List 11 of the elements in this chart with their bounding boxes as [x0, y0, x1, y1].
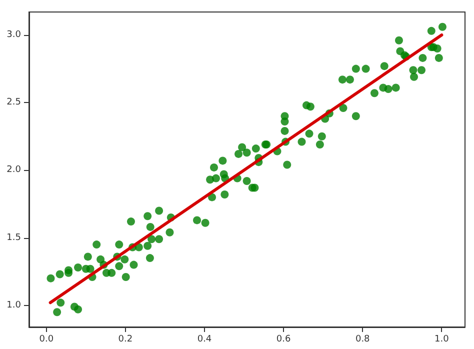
- y-tick-label: 2.0: [6, 165, 22, 176]
- x-tick-label: 1.0: [434, 334, 450, 344]
- x-tick-label: 0.2: [118, 334, 133, 344]
- y-tick-label: 1.5: [6, 232, 21, 243]
- y-tick-label: 3.0: [6, 30, 22, 40]
- x-tick-label: 0.0: [39, 334, 54, 344]
- x-tick-label: 0.4: [197, 334, 212, 344]
- x-tick-label: 0.6: [276, 334, 291, 344]
- y-tick-label: 2.5: [6, 98, 21, 108]
- y-tick-label: 1.0: [6, 300, 22, 310]
- x-tick-label: 0.8: [355, 334, 370, 344]
